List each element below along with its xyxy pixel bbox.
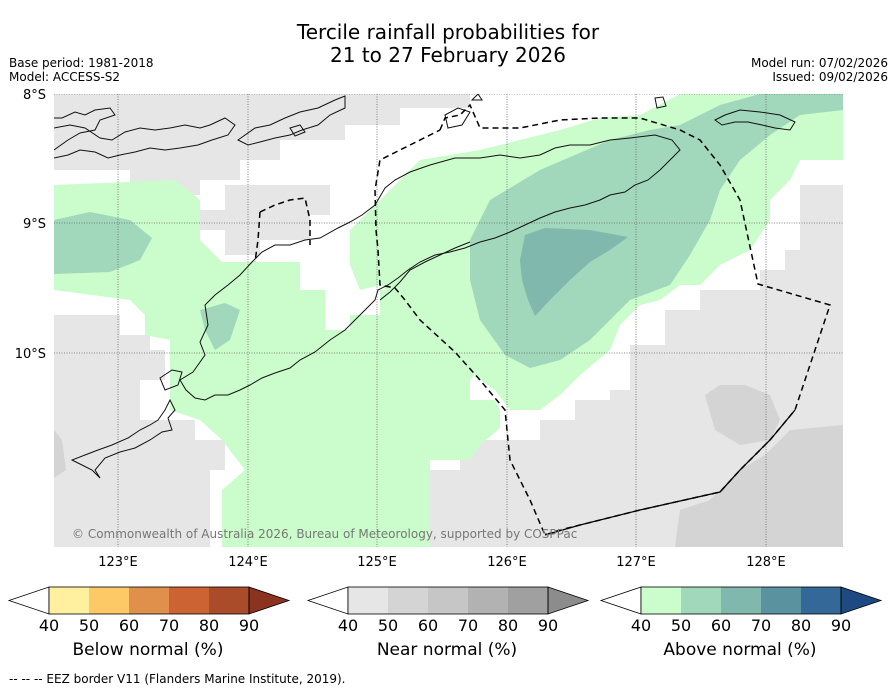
colorbar-segment (49, 587, 89, 614)
near-normal-region (54, 94, 843, 547)
wetar-coastline (237, 95, 346, 146)
colorbar-arrow-high (547, 586, 590, 615)
lon-label-125e: 125°E (357, 555, 397, 570)
above-normal-50-region (54, 180, 500, 547)
colorbar-tick-label: 60 (119, 616, 139, 635)
above-normal-label: Above normal (%) (663, 640, 817, 660)
model-label: Model: ACCESS-S2 (9, 70, 121, 84)
colorbar-tick-label: 70 (751, 616, 771, 635)
eez-legend-note: -- -- -- EEZ border V11 (Flanders Marine… (9, 672, 346, 686)
eez-border-solid (544, 409, 796, 536)
colorbar-tick-label: 80 (791, 616, 811, 635)
colorbar-segment (508, 587, 548, 614)
colorbar-outline (347, 586, 549, 615)
colorbar-near-normal: 40 50 60 70 80 90 (306, 586, 590, 635)
colorbar-arrow-low (7, 586, 50, 615)
base-period-label: Base period: 1981-2018 (9, 56, 154, 70)
colorbar-outline (48, 586, 250, 615)
colorbar-tick-label: 40 (39, 616, 59, 635)
colorbar-tick-label: 90 (538, 616, 558, 635)
colorbar-arrow-high (248, 586, 291, 615)
colorbar-tick-label: 80 (498, 616, 518, 635)
colorbar-segment (209, 587, 249, 614)
colorbar-segment (169, 587, 209, 614)
model-run-label: Model run: 07/02/2026 (750, 56, 888, 70)
colorbar-tick-label: 50 (378, 616, 398, 635)
lon-label-123e: 123°E (98, 555, 138, 570)
above-normal-60-region-west (54, 212, 152, 274)
rote-coastline (70, 398, 176, 479)
small-island-coastline (289, 124, 306, 137)
colorbar-segment (129, 587, 169, 614)
below-normal-label: Below normal (%) (72, 640, 224, 660)
eez-border-segment (254, 211, 261, 263)
coastlines (54, 94, 796, 479)
colorbar-segment (89, 587, 129, 614)
colorbar-tick-label: 40 (631, 616, 651, 635)
colorbar-segment (641, 587, 681, 614)
colorbar-tick-label: 80 (199, 616, 219, 635)
colorbar-tick-label: 60 (418, 616, 438, 635)
map-title-line-2: 21 to 27 February 2026 (330, 43, 566, 67)
colorbar-arrow-high (840, 586, 883, 615)
small-island-coastline (444, 107, 471, 129)
map-title-line-1: Tercile rainfall probabilities for (296, 20, 600, 44)
colorbar-below-normal: 40 50 60 70 80 90 (7, 586, 291, 635)
colorbar-above-normal: 40 50 60 70 80 90 (599, 586, 883, 635)
lon-label-126e: 126°E (487, 555, 527, 570)
above-normal-70-region (520, 228, 628, 316)
lon-label-124e: 124°E (228, 555, 268, 570)
colorbar-tick-label: 70 (159, 616, 179, 635)
lat-label-8s: 8°S (23, 88, 46, 103)
timor-inland-border (379, 241, 471, 301)
near-normal-label: Near normal (%) (376, 640, 518, 660)
lon-label-128e: 128°E (746, 555, 786, 570)
above-normal-60-region-south (200, 303, 240, 350)
colorbar-tick-label: 60 (711, 616, 731, 635)
colorbar-tick-label: 90 (831, 616, 851, 635)
timor-coastline (179, 134, 681, 401)
colorbar-segment (801, 587, 841, 614)
babar-coastline (714, 109, 796, 131)
colorbar-tick-label: 70 (458, 616, 478, 635)
map-plot-area (54, 94, 843, 547)
above-normal-60-region (470, 94, 843, 368)
eez-border-segment (259, 197, 311, 245)
colorbar-segment (721, 587, 761, 614)
colorbar-segment (681, 587, 721, 614)
lat-label-9s: 9°S (23, 217, 46, 232)
colorbar-arrow-low (306, 586, 349, 615)
graticule (54, 94, 843, 547)
alor-coastline (54, 107, 116, 151)
flores-coastline (54, 117, 236, 159)
colorbar-outline (640, 586, 842, 615)
colorbar-segment (468, 587, 508, 614)
colorbar-tick-label: 90 (239, 616, 259, 635)
copyright-notice: © Commonwealth of Australia 2026, Bureau… (72, 527, 577, 541)
colorbar-tick-label: 40 (338, 616, 358, 635)
colorbar-segment (348, 587, 388, 614)
small-island-coastline (654, 96, 667, 109)
lon-label-127e: 127°E (616, 555, 656, 570)
colorbar-segment (428, 587, 468, 614)
issued-label: Issued: 09/02/2026 (772, 70, 888, 84)
colorbar-tick-label: 50 (671, 616, 691, 635)
small-island-coastline (470, 94, 483, 101)
colorbar-arrow-low (599, 586, 642, 615)
lat-label-10s: 10°S (15, 347, 46, 362)
near-normal-darker-region (54, 385, 843, 547)
eez-border (374, 103, 831, 536)
colorbar-tick-label: 50 (79, 616, 99, 635)
colorbar-segment (388, 587, 428, 614)
colorbar-segment (761, 587, 801, 614)
small-island-coastline (159, 369, 183, 391)
